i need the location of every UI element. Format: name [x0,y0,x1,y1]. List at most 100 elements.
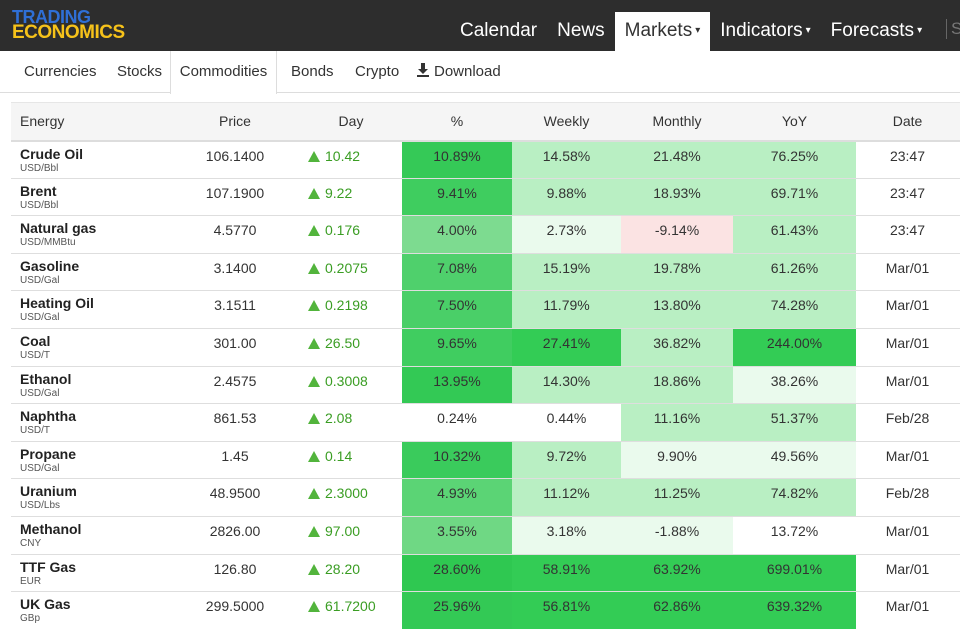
commodity-name[interactable]: Heating Oil [20,295,94,312]
date-cell: Feb/28 [856,403,959,442]
caret-down-icon: ▾ [917,25,923,37]
date-cell: Mar/01 [856,366,959,405]
commodity-name-cell[interactable]: Propane USD/Gal [11,441,170,480]
table-row[interactable]: UK Gas GBp 299.5000 61.7200 25.96% 56.81% 62.8… [11,591,960,629]
day-change-cell: 2.3000 [300,478,402,517]
search-input-stub[interactable]: S [946,19,960,39]
logo-line-economics: ECONOMICS [12,22,125,43]
commodity-name-cell[interactable]: Uranium USD/Lbs [11,478,170,517]
tab-commodities[interactable]: Commodities [170,51,277,94]
table-row[interactable]: Heating Oil USD/Gal 3.1511 0.2198 7.50% 11.79… [11,290,960,329]
commodity-name[interactable]: UK Gas [20,596,71,613]
table-row[interactable]: Naphtha USD/T 861.53 2.08 0.24% 0.44% 11.16% 51… [11,403,960,442]
percent-cell: 9.41% [402,178,512,217]
day-change-value: 0.14 [325,447,353,464]
nav-item-calendar[interactable]: Calendar [450,12,547,51]
commodity-name[interactable]: Ethanol [20,370,72,387]
nav-item-label: Calendar [460,20,538,41]
header-monthly[interactable]: Monthly [621,102,733,142]
commodity-name-cell[interactable]: Brent USD/Bbl [11,178,170,217]
header-yoy[interactable]: YoY [733,102,856,142]
percent-cell: 7.50% [402,290,512,329]
commodity-name[interactable]: Crude Oil [20,145,84,162]
commodity-name-cell[interactable]: Crude Oil USD/Bbl [11,140,170,179]
price-cell: 861.53 [170,403,300,442]
monthly-cell: 21.48% [621,140,733,179]
tab-currencies[interactable]: Currencies [24,63,97,80]
price-cell: 2.4575 [170,366,300,405]
day-change-cell: 0.176 [300,215,402,254]
monthly-cell: 18.93% [621,178,733,217]
day-change-cell: 10.42 [300,140,402,179]
nav-item-forecasts[interactable]: Forecasts ▾ [821,12,932,51]
commodity-name[interactable]: TTF Gas [20,558,77,575]
monthly-cell: 13.80% [621,290,733,329]
header-day[interactable]: Day [300,102,402,142]
table-row[interactable]: Coal USD/T 301.00 26.50 9.65% 27.41% 36.82% 244… [11,328,960,367]
day-change-value: 2.3000 [325,485,368,502]
commodity-unit: USD/MMBtu [20,237,76,249]
tab-bonds[interactable]: Bonds [291,63,334,80]
table-row[interactable]: Crude Oil USD/Bbl 106.1400 10.42 10.89% 14.58… [11,140,960,179]
commodity-name-cell[interactable]: Gasoline USD/Gal [11,253,170,292]
yoy-cell: 639.32% [733,591,856,629]
date-cell: Mar/01 [856,290,959,329]
commodity-unit: CNY [20,537,42,549]
commodity-name[interactable]: Uranium [20,483,77,500]
commodity-name-cell[interactable]: Natural gas USD/MMBtu [11,215,170,254]
price-cell: 106.1400 [170,140,300,179]
date-cell: Mar/01 [856,441,959,480]
header-date[interactable]: Date [856,102,959,142]
weekly-cell: 3.18% [512,516,621,555]
table-row[interactable]: Brent USD/Bbl 107.1900 9.22 9.41% 9.88% 18.93%… [11,178,960,217]
yoy-cell: 699.01% [733,554,856,593]
commodity-name-cell[interactable]: Heating Oil USD/Gal [11,290,170,329]
commodity-name[interactable]: Coal [20,332,51,349]
commodity-name-cell[interactable]: Naphtha USD/T [11,403,170,442]
monthly-cell: -1.88% [621,516,733,555]
commodity-name[interactable]: Natural gas [20,220,97,237]
commodity-name-cell[interactable]: Ethanol USD/Gal [11,366,170,405]
caret-down-icon: ▾ [695,25,701,37]
nav-item-indicators[interactable]: Indicators ▾ [710,12,820,51]
day-change-cell: 0.2075 [300,253,402,292]
commodity-name[interactable]: Naphtha [20,408,76,425]
tab-crypto[interactable]: Crypto [355,63,400,80]
table-row[interactable]: Natural gas USD/MMBtu 4.5770 0.176 4.00% 2.73… [11,215,960,254]
date-cell: Mar/01 [856,516,959,555]
table-row[interactable]: Ethanol USD/Gal 2.4575 0.3008 13.95% 14.30% 18… [11,366,960,405]
commodity-name-cell[interactable]: Coal USD/T [11,328,170,367]
table-row[interactable]: TTF Gas EUR 126.80 28.20 28.60% 58.91% 63.92% 6… [11,554,960,593]
commodity-unit: USD/Gal [20,274,60,286]
commodity-name[interactable]: Methanol [20,520,82,537]
header-percent[interactable]: % [402,102,512,142]
yoy-cell: 49.56% [733,441,856,480]
day-change-value: 9.22 [325,184,353,201]
yoy-cell: 244.00% [733,328,856,367]
commodity-name-cell[interactable]: Methanol CNY [11,516,170,555]
header-weekly[interactable]: Weekly [512,102,621,142]
commodity-unit: USD/Bbl [20,199,59,211]
tab-stocks[interactable]: Stocks [117,63,163,80]
nav-item-label: News [557,20,605,41]
header-price[interactable]: Price [170,102,300,142]
commodity-name[interactable]: Gasoline [20,257,80,274]
commodity-name[interactable]: Propane [20,445,77,462]
nav-item-markets[interactable]: Markets ▾ [614,12,711,51]
download-button[interactable]: Download [407,51,511,93]
table-header-row: Energy Price Day % Weekly Monthly YoY Da… [11,102,960,142]
table-row[interactable]: Methanol CNY 2826.00 97.00 3.55% 3.18% -1.88% 1… [11,516,960,555]
table-row[interactable]: Uranium USD/Lbs 48.9500 2.3000 4.93% 11.12% 11… [11,478,960,517]
site-logo[interactable]: TRADING ECONOMICS [12,8,125,43]
day-change-cell: 0.2198 [300,290,402,329]
top-navbar: TRADING ECONOMICS Calendar News Markets ▾ In… [0,0,960,51]
header-energy[interactable]: Energy [11,102,170,142]
commodity-name-cell[interactable]: TTF Gas EUR [11,554,170,593]
table-row[interactable]: Propane USD/Gal 1.45 0.14 10.32% 9.72% 9.90% 49… [11,441,960,480]
nav-item-news[interactable]: News [547,12,615,51]
commodity-unit: USD/Gal [20,312,60,324]
table-row[interactable]: Gasoline USD/Gal 3.1400 0.2075 7.08% 15.19% 19… [11,253,960,292]
commodity-name[interactable]: Brent [20,182,57,199]
commodity-name-cell[interactable]: UK Gas GBp [11,591,170,629]
up-arrow-icon [308,300,320,312]
